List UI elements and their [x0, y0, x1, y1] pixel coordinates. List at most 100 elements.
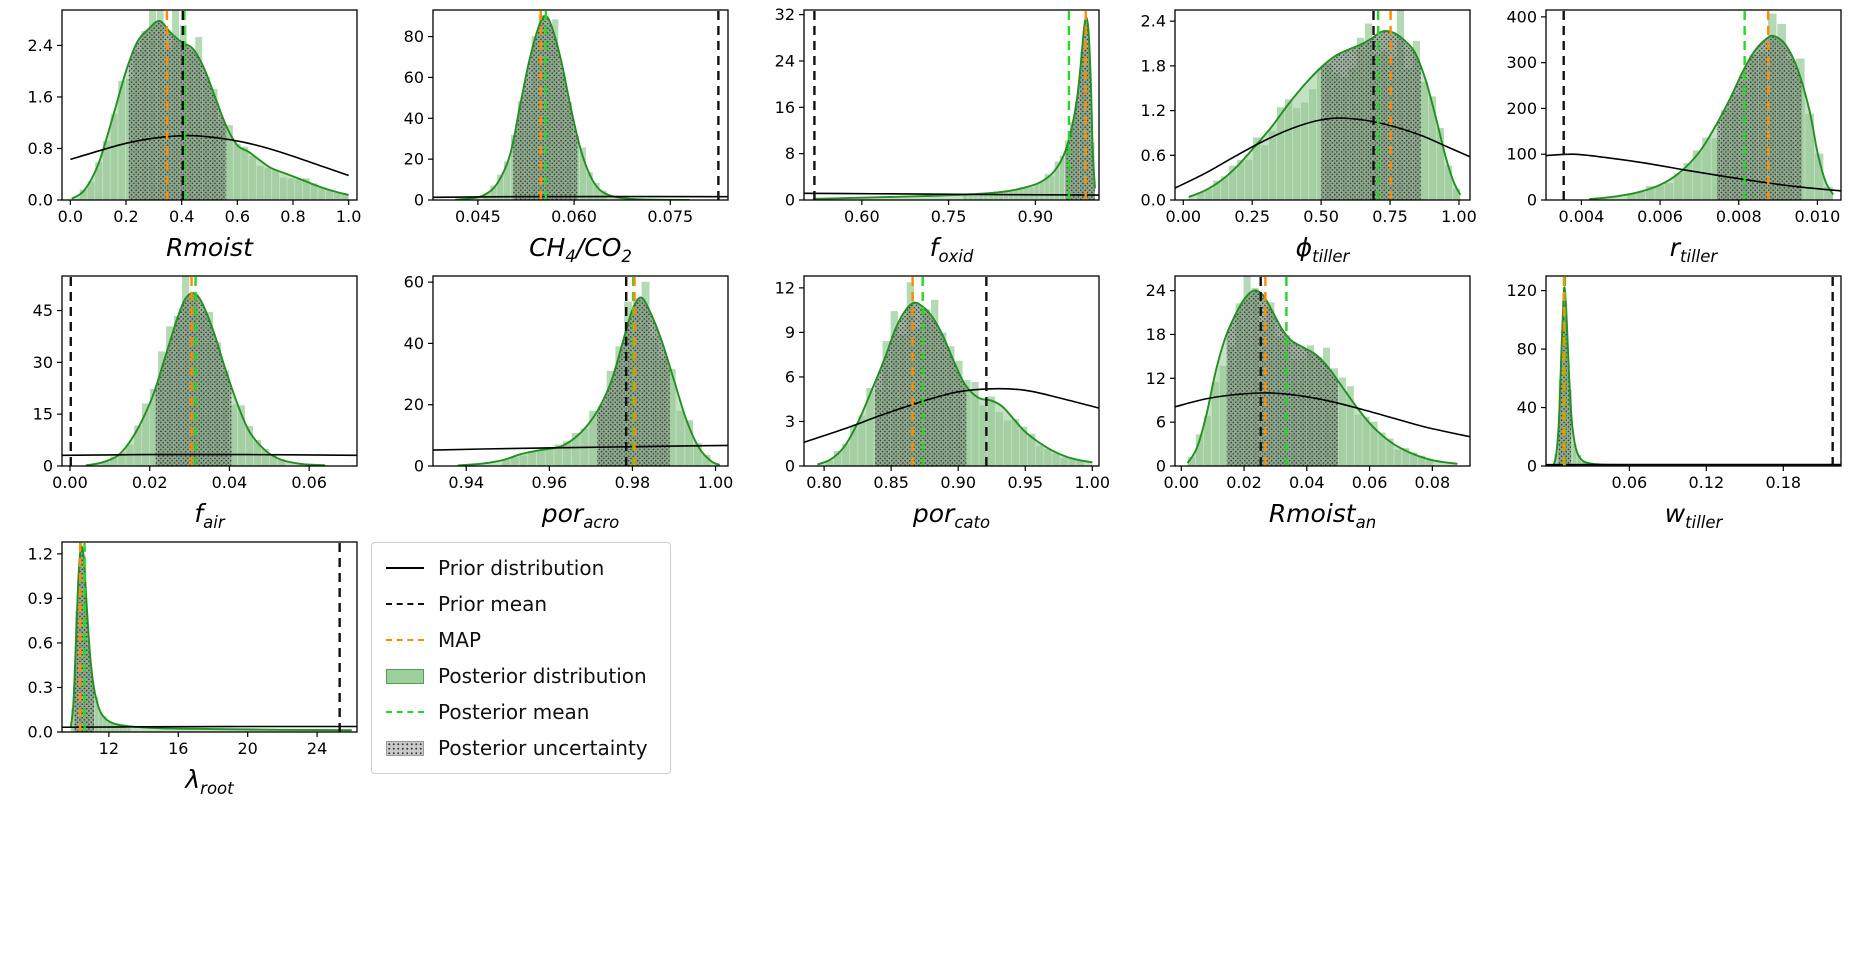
posterior-curve: [1188, 30, 1462, 198]
uncertainty-region: [875, 302, 967, 467]
y-tick-label: 24: [775, 51, 795, 70]
param-label-ch4co2: CH4/CO2: [529, 233, 632, 266]
y-tick-label: 60: [404, 273, 424, 292]
plot-porcato: 0.80 0.85 0.90 0.95 1.00 0 3 6 9 12: [775, 275, 1110, 493]
prior-curve: [70, 134, 349, 177]
y-tick-label: 80: [1517, 340, 1537, 359]
prior-curve: [433, 195, 728, 199]
plot-rmoist: 0.0 0.2 0.4 0.6 0.8 1.0 0.0 0.8 1.6 2.4: [28, 9, 361, 226]
y-tick-label: 18: [1146, 325, 1166, 344]
plot-area-rmoist: [70, 10, 349, 200]
y-tick-label: 6: [1156, 413, 1166, 432]
prior-curve: [1175, 117, 1470, 189]
axes-frame: [1545, 275, 1842, 467]
x-tick-label: 0.00: [1163, 473, 1199, 492]
y-tick-label: 45: [33, 301, 53, 320]
x-tick-label: 0.18: [1765, 473, 1801, 492]
plot-lamroot: 12 16 20 24 0.0 0.3 0.6 0.9 1.2: [28, 541, 358, 758]
prior-curve: [804, 192, 1099, 196]
x-tick-label: 0.060: [551, 207, 597, 226]
legend-label-posterior-uncertainty: Posterior uncertainty: [438, 736, 648, 761]
plot-foxid: 0.60 0.75 0.90 0 8 16 24 32: [775, 5, 1100, 226]
y-tick-label: 1.6: [28, 87, 53, 106]
x-tick-label: 0.98: [615, 473, 651, 492]
uncertainty-region: [513, 16, 578, 200]
y-tick-label: 0.0: [28, 723, 53, 742]
subplot-fair: 0.00 0.02 0.04 0.06 0 15 30 45 fair: [0, 266, 371, 532]
axis-ticks-porcato: 0.80 0.85 0.90 0.95 1.00 0 3 6 9 12: [775, 279, 1110, 493]
plot-area-poracro: [433, 276, 728, 467]
plot-area-rmoistan: [1175, 276, 1470, 467]
param-label-poracro: poracro: [541, 499, 620, 533]
y-tick-label: 40: [404, 109, 424, 128]
y-tick-label: 20: [404, 395, 424, 414]
y-tick-label: 0.0: [28, 191, 53, 210]
y-tick-label: 8: [785, 144, 795, 163]
plot-area-wtiller: [1546, 276, 1841, 467]
prior-curve: [1546, 153, 1841, 192]
x-tick-label: 1.00: [698, 473, 734, 492]
y-tick-label: 0: [1527, 457, 1537, 476]
posterior-area: [70, 547, 352, 733]
posterior-curve: [85, 292, 326, 467]
prior-curve: [804, 388, 1099, 444]
x-tick-label: 0.94: [448, 473, 484, 492]
legend-item-prior-mean: Prior mean: [386, 592, 648, 616]
axis-ticks-poracro: 0.94 0.96 0.98 1.00 0 20 40 60: [404, 273, 734, 492]
x-tick-label: 0.010: [1794, 207, 1840, 226]
plot-rtiller: 0.004 0.006 0.008 0.010 0 100 200 300 400: [1506, 7, 1842, 226]
subplot-phitiller: 0.00 0.25 0.50 0.75 1.00 0.0 0.6 1.2 1.8 2.4 ϕtill…: [1113, 0, 1484, 266]
x-tick-label: 0.08: [1415, 473, 1451, 492]
param-label-phitiller: ϕtiller: [1295, 233, 1350, 266]
y-tick-label: 0: [785, 191, 795, 210]
y-tick-label: 30: [33, 353, 53, 372]
y-tick-label: 1.8: [1141, 56, 1166, 75]
prior-mean-dash-swatch: [386, 603, 424, 606]
x-tick-label: 0.045: [455, 207, 501, 226]
x-tick-label: 0.075: [647, 207, 693, 226]
x-tick-label: 0.75: [931, 207, 967, 226]
axes-frame: [803, 275, 1100, 467]
x-tick-label: 0.12: [1689, 473, 1725, 492]
x-tick-label: 0.85: [873, 473, 909, 492]
y-tick-label: 0: [43, 457, 53, 476]
figure-grid: 0.0 0.2 0.4 0.6 0.8 1.0 0.0 0.8 1.6 2.4 Rmoist 0.04…: [0, 0, 1855, 798]
prior-distribution-line-swatch: [386, 567, 424, 570]
posterior-curve: [817, 301, 1093, 466]
posterior-curve: [1589, 34, 1834, 200]
axes-frame: [1545, 9, 1842, 201]
axis-ticks-rtiller: 0.004 0.006 0.008 0.010 0 100 200 300 400: [1506, 7, 1840, 226]
plot-area-fair: [62, 276, 357, 467]
y-tick-label: 80: [404, 27, 424, 46]
plot-area-lamroot: [62, 542, 357, 733]
subplot-rmoistan: 0.00 0.02 0.04 0.06 0.08 0 6 12 18 24 Rmoistan: [1113, 266, 1484, 532]
axes-frame: [61, 275, 358, 467]
param-label-wtiller: wtiller: [1664, 499, 1723, 533]
subplot-rtiller: 0.004 0.006 0.008 0.010 0 100 200 300 400 rtiller: [1484, 0, 1855, 266]
y-tick-label: 32: [775, 5, 795, 24]
param-label-porcato: porcato: [912, 499, 991, 533]
x-tick-label: 0.008: [1716, 207, 1762, 226]
uncertainty-region: [597, 297, 670, 467]
x-tick-label: 16: [168, 739, 188, 758]
y-tick-label: 1.2: [1141, 101, 1166, 120]
plot-poracro: 0.94 0.96 0.98 1.00 0 20 40 60: [404, 273, 734, 492]
axis-ticks-rmoistan: 0.00 0.02 0.04 0.06 0.08 0 6 12 18 24: [1146, 281, 1451, 492]
x-tick-label: 0.06: [1352, 473, 1388, 492]
x-tick-label: 24: [307, 739, 327, 758]
x-tick-label: 0.6: [225, 207, 250, 226]
legend-item-posterior-mean: Posterior mean: [386, 700, 648, 724]
posterior-curve: [1552, 286, 1841, 467]
x-tick-label: 0.004: [1558, 207, 1604, 226]
y-tick-label: 2.4: [1141, 12, 1166, 31]
y-tick-label: 200: [1506, 99, 1537, 118]
plot-area-rtiller: [1546, 10, 1841, 200]
prior-curve: [433, 444, 728, 452]
uncertainty-region: [1321, 30, 1421, 200]
x-tick-label: 0.02: [1226, 473, 1262, 492]
axes-frame: [61, 9, 358, 201]
param-label-rtiller: rtiller: [1669, 233, 1718, 266]
posterior-curve: [1186, 289, 1458, 465]
axis-ticks-fair: 0.00 0.02 0.04 0.06 0 15 30 45: [33, 301, 327, 492]
plot-ch4co2: 0.045 0.060 0.075 0 20 40 60 80: [404, 9, 729, 226]
